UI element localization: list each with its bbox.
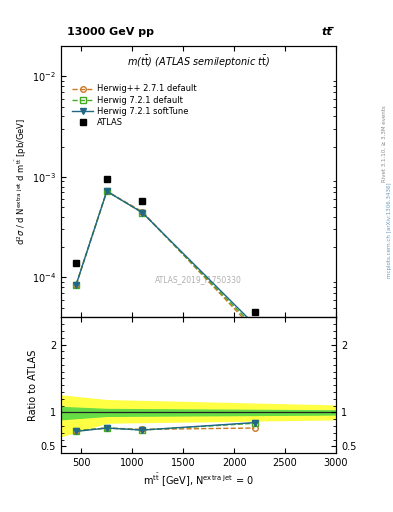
Line: Herwig 7.2.1 default: Herwig 7.2.1 default [73, 188, 257, 330]
Herwig 7.2.1 default [140, 210, 145, 216]
Herwig 7.2.1 default [74, 282, 79, 288]
Text: tt̅: tt̅ [321, 27, 332, 37]
Herwig++ 2.7.1 default [105, 188, 109, 195]
Text: 13000 GeV pp: 13000 GeV pp [67, 27, 154, 37]
Line: Herwig++ 2.7.1 default: Herwig++ 2.7.1 default [73, 188, 257, 333]
Line: Herwig 7.2.1 softTune: Herwig 7.2.1 softTune [73, 188, 257, 327]
Herwig 7.2.1 softTune [74, 282, 79, 288]
Y-axis label: Ratio to ATLAS: Ratio to ATLAS [28, 350, 38, 421]
Herwig++ 2.7.1 default [140, 209, 145, 215]
Text: mcplots.cern.ch [arXiv:1306.3436]: mcplots.cern.ch [arXiv:1306.3436] [387, 183, 392, 278]
Herwig 7.2.1 softTune [105, 188, 109, 195]
Line: ATLAS: ATLAS [73, 176, 258, 316]
Herwig 7.2.1 default [252, 324, 257, 330]
Herwig++ 2.7.1 default [252, 327, 257, 333]
Herwig 7.2.1 default [105, 188, 109, 195]
Herwig++ 2.7.1 default [74, 282, 79, 288]
Text: m(t$\bar{\rm t}$) (ATLAS semileptonic t$\bar{\rm t}$): m(t$\bar{\rm t}$) (ATLAS semileptonic t$… [127, 54, 270, 70]
Y-axis label: d$^2\sigma$ / d N$^{\rm extra\ jet}$ d m$^{\rm t\bar{t}}$ [pb/GeV]: d$^2\sigma$ / d N$^{\rm extra\ jet}$ d m… [13, 118, 29, 245]
Herwig 7.2.1 softTune [140, 210, 145, 216]
X-axis label: m$^{\rm t\bar{t}}$ [GeV], N$^{\rm extra\ jet}$ = 0: m$^{\rm t\bar{t}}$ [GeV], N$^{\rm extra\… [143, 472, 254, 489]
ATLAS [74, 260, 79, 266]
Text: ATLAS_2019_I1750330: ATLAS_2019_I1750330 [155, 275, 242, 284]
ATLAS [140, 198, 145, 204]
ATLAS [252, 309, 257, 315]
Legend: Herwig++ 2.7.1 default, Herwig 7.2.1 default, Herwig 7.2.1 softTune, ATLAS: Herwig++ 2.7.1 default, Herwig 7.2.1 def… [71, 83, 198, 129]
Herwig 7.2.1 softTune [252, 322, 257, 328]
Text: Rivet 3.1.10, ≥ 3.3M events: Rivet 3.1.10, ≥ 3.3M events [382, 105, 387, 182]
ATLAS [105, 176, 109, 182]
